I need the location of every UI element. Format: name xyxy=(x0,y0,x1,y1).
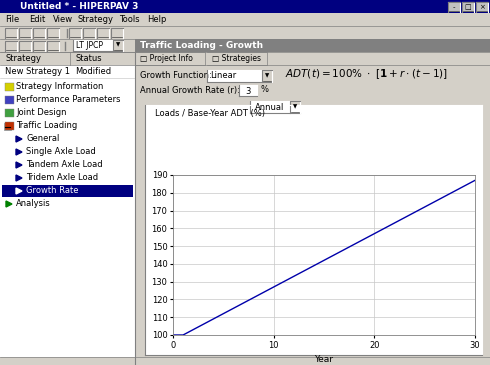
Text: Traffic Loading - Growth: Traffic Loading - Growth xyxy=(140,41,263,50)
Text: New Strategy 1: New Strategy 1 xyxy=(5,67,70,76)
Bar xyxy=(33,41,45,51)
Polygon shape xyxy=(16,162,22,168)
Text: Annual: Annual xyxy=(255,103,284,111)
Text: Annual Growth Rate (r):: Annual Growth Rate (r): xyxy=(140,85,240,95)
Text: Strategy Information: Strategy Information xyxy=(16,82,103,91)
Bar xyxy=(19,28,31,38)
Text: Modified: Modified xyxy=(75,67,111,76)
Text: %: % xyxy=(260,85,268,95)
Bar xyxy=(448,2,460,12)
Text: Tandem Axle Load: Tandem Axle Load xyxy=(26,160,102,169)
Text: ▼: ▼ xyxy=(293,104,297,109)
Bar xyxy=(476,2,488,12)
Text: Joint Design: Joint Design xyxy=(16,108,67,117)
Bar xyxy=(83,28,95,38)
Bar xyxy=(5,122,14,130)
Text: Tools: Tools xyxy=(119,15,140,24)
Bar xyxy=(207,70,272,82)
Bar xyxy=(0,0,490,13)
Bar xyxy=(250,101,300,113)
Bar xyxy=(33,28,45,38)
Bar xyxy=(5,83,14,91)
Text: File: File xyxy=(5,15,19,24)
Bar xyxy=(262,70,272,82)
Text: Growth Rate: Growth Rate xyxy=(26,186,78,195)
Text: Linear: Linear xyxy=(210,72,236,81)
Bar xyxy=(0,52,135,65)
Bar xyxy=(0,78,135,365)
Text: 3: 3 xyxy=(245,87,251,96)
Text: -: - xyxy=(453,4,455,10)
Text: □ Strategies: □ Strategies xyxy=(212,54,261,63)
Text: Single Axle Load: Single Axle Load xyxy=(26,147,96,156)
Text: Tridem Axle Load: Tridem Axle Load xyxy=(26,173,98,182)
Bar xyxy=(135,65,490,365)
Text: ×: × xyxy=(479,4,485,10)
Bar xyxy=(2,185,133,197)
Polygon shape xyxy=(16,188,22,194)
Text: Edit: Edit xyxy=(29,15,45,24)
Text: ▼: ▼ xyxy=(116,42,120,47)
Text: LT JPCP: LT JPCP xyxy=(76,41,103,50)
Bar xyxy=(113,40,123,51)
Text: Help: Help xyxy=(147,15,167,24)
Bar xyxy=(19,41,31,51)
Bar xyxy=(135,39,490,52)
Bar xyxy=(135,52,205,65)
Text: General: General xyxy=(26,134,59,143)
Bar xyxy=(5,109,14,117)
Text: Status: Status xyxy=(75,54,101,63)
Text: □: □ xyxy=(465,4,471,10)
Bar xyxy=(111,28,123,38)
Bar xyxy=(0,65,135,78)
Text: Growth Function:: Growth Function: xyxy=(140,70,212,80)
Text: Performance Parameters: Performance Parameters xyxy=(16,95,121,104)
Polygon shape xyxy=(16,149,22,155)
Bar xyxy=(5,96,14,104)
Text: Untitled * - HIPERPAV 3: Untitled * - HIPERPAV 3 xyxy=(20,2,138,11)
Polygon shape xyxy=(16,136,22,142)
Text: Analysis: Analysis xyxy=(16,199,51,208)
Bar xyxy=(462,2,474,12)
Bar xyxy=(5,28,17,38)
Text: Strategy: Strategy xyxy=(5,54,41,63)
Bar xyxy=(290,101,300,113)
Polygon shape xyxy=(6,201,12,207)
Bar xyxy=(47,41,59,51)
Bar xyxy=(0,13,490,26)
X-axis label: Year: Year xyxy=(315,355,334,364)
Text: Traffic Loading: Traffic Loading xyxy=(16,121,77,130)
Bar xyxy=(207,52,267,65)
Bar xyxy=(0,26,490,39)
Bar xyxy=(0,39,490,52)
Bar xyxy=(4,123,11,130)
Text: Strategy: Strategy xyxy=(77,15,113,24)
Bar xyxy=(145,105,482,355)
Text: ▼: ▼ xyxy=(265,73,269,78)
Bar xyxy=(69,28,81,38)
Text: □ Project Info: □ Project Info xyxy=(140,54,193,63)
Bar xyxy=(47,28,59,38)
Bar xyxy=(0,357,490,365)
Text: View: View xyxy=(53,15,73,24)
Polygon shape xyxy=(16,175,22,181)
Bar xyxy=(73,40,123,51)
Bar xyxy=(239,85,257,96)
Bar xyxy=(5,41,17,51)
Text: $\it{ADT}$$\it{(t)}$$= 100\%\ \cdot\ [\mathbf{1} + \it{r} \cdot (\it{t}-1)]$: $\it{ADT}$$\it{(t)}$$= 100\%\ \cdot\ [\m… xyxy=(285,67,448,81)
Bar xyxy=(97,28,109,38)
Text: Loads / Base-Year ADT (%): Loads / Base-Year ADT (%) xyxy=(155,109,265,118)
